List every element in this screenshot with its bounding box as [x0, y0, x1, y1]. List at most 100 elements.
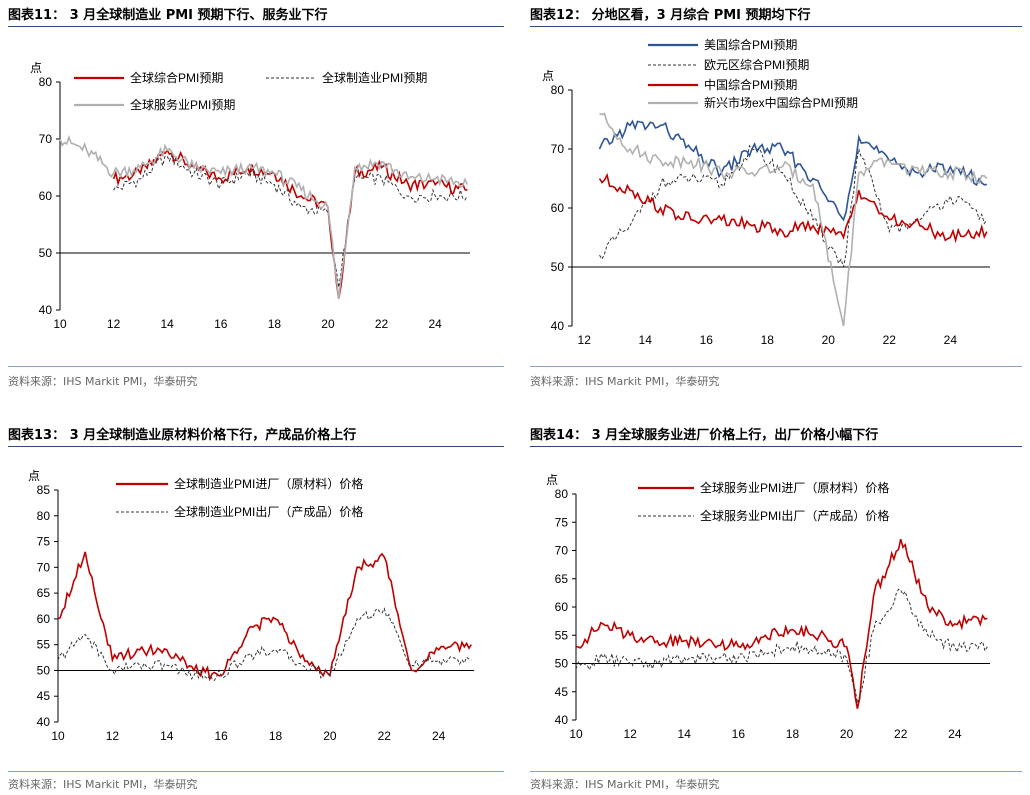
legend-label: 全球制造业PMI进厂（原材料）价格: [174, 476, 363, 491]
legend-label: 全球制造业PMI预期: [322, 70, 427, 85]
source-note: 资料来源：IHS Markit PMI，华泰研究: [8, 778, 198, 791]
series-line-2: [599, 144, 988, 268]
x-tick-label: 16: [732, 727, 746, 741]
x-tick-label: 22: [894, 727, 908, 741]
y-tick-label: 40: [39, 303, 53, 317]
x-tick-label: 20: [323, 729, 337, 743]
x-tick-label: 18: [268, 317, 282, 331]
x-tick-label: 12: [106, 729, 120, 743]
x-tick-label: 14: [161, 317, 175, 331]
y-tick-label: 80: [39, 75, 53, 89]
x-tick-label: 24: [944, 333, 958, 347]
y-tick-label: 45: [555, 685, 569, 699]
y-axis-unit: 点: [30, 61, 42, 75]
title-divider: [530, 446, 1022, 447]
x-tick-label: 16: [700, 333, 714, 347]
source-divider: [8, 366, 504, 367]
y-axis-unit: 点: [28, 469, 40, 483]
legend-label: 新兴市场ex中国综合PMI预期: [704, 95, 858, 110]
series-line-1: [575, 538, 988, 709]
y-tick-label: 55: [37, 638, 51, 652]
series-line-3: [598, 172, 988, 244]
series-line-1: [598, 119, 988, 222]
x-tick-label: 24: [948, 727, 962, 741]
title-divider: [8, 446, 504, 447]
chart-svg: 点 40 50 60 70 80 12 14 16 18 20 22 24 美国综合PMI预期欧元区综合P…: [542, 37, 990, 347]
chart-svg: 点 40 45 50 55 60 65 70 75 80 85 10 12 14 16 18 20 22 24 全球制…: [28, 469, 474, 743]
legend-label: 中国综合PMI预期: [704, 77, 797, 92]
y-tick-label: 60: [551, 201, 565, 215]
y-tick-label: 80: [555, 487, 569, 501]
y-tick-label: 70: [555, 544, 569, 558]
x-tick-label: 10: [53, 317, 67, 331]
y-tick-label: 40: [37, 715, 51, 729]
chart-title: 图表11： 3 月全球制造业 PMI 预期下行、服务业下行: [8, 8, 328, 23]
series-line-1: [112, 148, 468, 299]
legend-label: 全球制造业PMI出厂（产成品）价格: [174, 504, 363, 519]
x-tick-label: 24: [428, 317, 442, 331]
chart-panel-1: 图表11： 3 月全球制造业 PMI 预期下行、服务业下行 点 40 50 60 70 8…: [8, 0, 508, 395]
x-tick-label: 22: [883, 333, 897, 347]
x-tick-label: 20: [840, 727, 854, 741]
legend-label: 全球服务业PMI预期: [130, 97, 235, 112]
series-line-3: [59, 134, 469, 299]
x-tick-label: 12: [623, 727, 637, 741]
y-tick-label: 60: [39, 189, 53, 203]
x-tick-label: 14: [678, 727, 692, 741]
y-tick-label: 85: [37, 483, 51, 497]
series-line-1: [57, 551, 472, 682]
x-tick-label: 18: [761, 333, 775, 347]
x-tick-label: 20: [321, 317, 335, 331]
y-tick-label: 60: [37, 612, 51, 626]
y-tick-label: 80: [37, 509, 51, 523]
y-tick-label: 65: [555, 572, 569, 586]
x-tick-label: 20: [822, 333, 836, 347]
x-tick-label: 14: [639, 333, 653, 347]
chart-svg: 点 40 45 50 55 60 65 70 75 80 10 12 14 16 18 20 22 24 全球服务业…: [546, 473, 990, 741]
source-divider: [8, 771, 504, 772]
legend-label: 全球服务业PMI进厂（原材料）价格: [700, 480, 889, 495]
series-line-2: [575, 588, 988, 704]
y-tick-label: 80: [551, 83, 565, 97]
x-tick-label: 16: [214, 729, 228, 743]
y-tick-label: 75: [37, 535, 51, 549]
x-tick-label: 18: [269, 729, 283, 743]
legend-label: 欧元区综合PMI预期: [704, 57, 809, 72]
y-tick-label: 50: [551, 260, 565, 274]
x-tick-label: 16: [214, 317, 228, 331]
chart-panel-4: 图表14： 3 月全球服务业进厂价格上行，出厂价格小幅下行 点 40 45 50 55 6…: [530, 420, 1025, 795]
y-tick-label: 50: [555, 657, 569, 671]
chart-panel-3: 图表13： 3 月全球制造业原材料价格下行，产成品价格上行 点 40 45 50 55 6…: [8, 420, 508, 795]
series-line-2: [113, 154, 468, 288]
y-axis-unit: 点: [542, 69, 554, 83]
source-note: 资料来源：IHS Markit PMI，华泰研究: [530, 375, 720, 388]
y-tick-label: 70: [37, 560, 51, 574]
x-tick-label: 22: [378, 729, 392, 743]
y-tick-label: 70: [551, 142, 565, 156]
y-tick-label: 45: [37, 689, 51, 703]
title-divider: [8, 26, 504, 27]
source-note: 资料来源：IHS Markit PMI，华泰研究: [8, 375, 198, 388]
source-divider: [530, 771, 1022, 772]
y-axis-unit: 点: [546, 473, 558, 487]
x-tick-label: 12: [107, 317, 121, 331]
x-tick-label: 22: [375, 317, 389, 331]
y-tick-label: 50: [37, 663, 51, 677]
series-line-2: [57, 607, 472, 682]
x-tick-label: 18: [786, 727, 800, 741]
x-tick-label: 10: [569, 727, 583, 741]
x-tick-label: 12: [578, 333, 592, 347]
legend-label: 全球综合PMI预期: [130, 70, 223, 85]
chart-title: 图表14： 3 月全球服务业进厂价格上行，出厂价格小幅下行: [530, 428, 879, 443]
series-line-4: [599, 112, 988, 327]
source-note: 资料来源：IHS Markit PMI，华泰研究: [530, 778, 720, 791]
x-tick-label: 14: [160, 729, 174, 743]
x-tick-label: 24: [432, 729, 446, 743]
y-tick-label: 55: [555, 628, 569, 642]
y-tick-label: 50: [39, 246, 53, 260]
x-tick-label: 10: [51, 729, 65, 743]
y-tick-label: 40: [555, 713, 569, 727]
y-tick-label: 75: [555, 515, 569, 529]
y-tick-label: 65: [37, 586, 51, 600]
title-divider: [530, 26, 1022, 27]
